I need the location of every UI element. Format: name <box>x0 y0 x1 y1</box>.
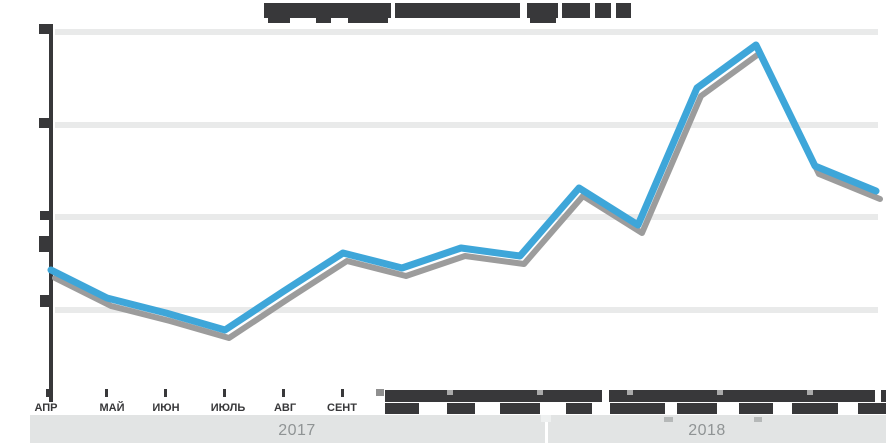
x-axis-gray-square <box>376 389 384 396</box>
year-label-2018: 2018 <box>688 422 726 439</box>
x-axis-month-label: АПР <box>34 402 58 414</box>
x-axis-tick <box>105 389 108 397</box>
x-axis-light-tick <box>717 390 723 395</box>
x-axis-month-label: ИЮН <box>152 402 180 414</box>
x-axis-month-label: АВГ <box>273 402 297 414</box>
title-redaction-bar <box>395 3 520 18</box>
title-redaction-descender <box>268 18 290 23</box>
year-band-tick <box>754 417 762 422</box>
title-redaction-bar <box>562 3 590 18</box>
gridline <box>55 29 878 35</box>
y-axis-label-redacted <box>40 295 49 307</box>
x-axis-label-redacted <box>792 403 838 414</box>
x-axis-label-redacted <box>500 403 540 414</box>
year-separator <box>545 415 548 443</box>
gridline <box>55 307 878 313</box>
x-axis-light-tick <box>447 390 453 395</box>
y-axis-label-redacted <box>39 236 49 252</box>
shadow-line-series <box>52 50 883 341</box>
x-axis-tick <box>46 389 49 397</box>
x-axis-light-tick <box>627 390 633 395</box>
x-axis-redaction-bar-gap <box>875 390 881 402</box>
main-line-series <box>47 41 880 334</box>
x-axis-label-redacted <box>566 403 592 414</box>
title-redaction-descender <box>316 18 331 23</box>
x-axis-light-tick <box>807 390 813 395</box>
y-axis-label-redacted <box>39 24 49 34</box>
year-separator-cap <box>541 415 551 422</box>
title-redaction-descender <box>530 18 556 23</box>
x-axis-tick <box>341 389 344 397</box>
x-axis-label-redacted <box>385 403 419 414</box>
x-axis-label-redacted <box>447 403 475 414</box>
x-axis-label-redacted <box>677 403 717 414</box>
x-axis-month-label: МАЙ <box>99 402 125 414</box>
y-axis-label-redacted <box>39 118 49 128</box>
gridline <box>55 122 878 128</box>
title-redaction-bar <box>616 3 631 18</box>
x-axis-label-redacted <box>610 403 665 414</box>
year-band: 2017 2018 <box>30 415 886 443</box>
year-band-tick <box>664 417 673 422</box>
gridline <box>55 214 878 220</box>
title-redaction-bar <box>527 3 558 18</box>
x-axis-tick <box>223 389 226 397</box>
x-axis-redaction-bar <box>385 390 886 402</box>
x-axis-tick <box>282 389 285 397</box>
x-axis-month-label: ИЮЛЬ <box>210 402 246 414</box>
title-redaction-bar <box>595 3 611 18</box>
x-axis-tick <box>164 389 167 397</box>
y-axis-line <box>49 24 53 402</box>
x-axis-label-redacted <box>739 403 773 414</box>
x-axis-redaction-bar-gap <box>602 390 609 402</box>
title-redaction-descender <box>348 18 388 23</box>
x-axis-light-tick <box>537 390 543 395</box>
title-redaction-bar <box>264 3 391 18</box>
y-axis-label-redacted <box>40 211 49 220</box>
year-label-2017: 2017 <box>278 422 316 439</box>
x-axis-month-label: СЕНТ <box>327 402 357 414</box>
x-axis-label-redacted <box>858 403 886 414</box>
